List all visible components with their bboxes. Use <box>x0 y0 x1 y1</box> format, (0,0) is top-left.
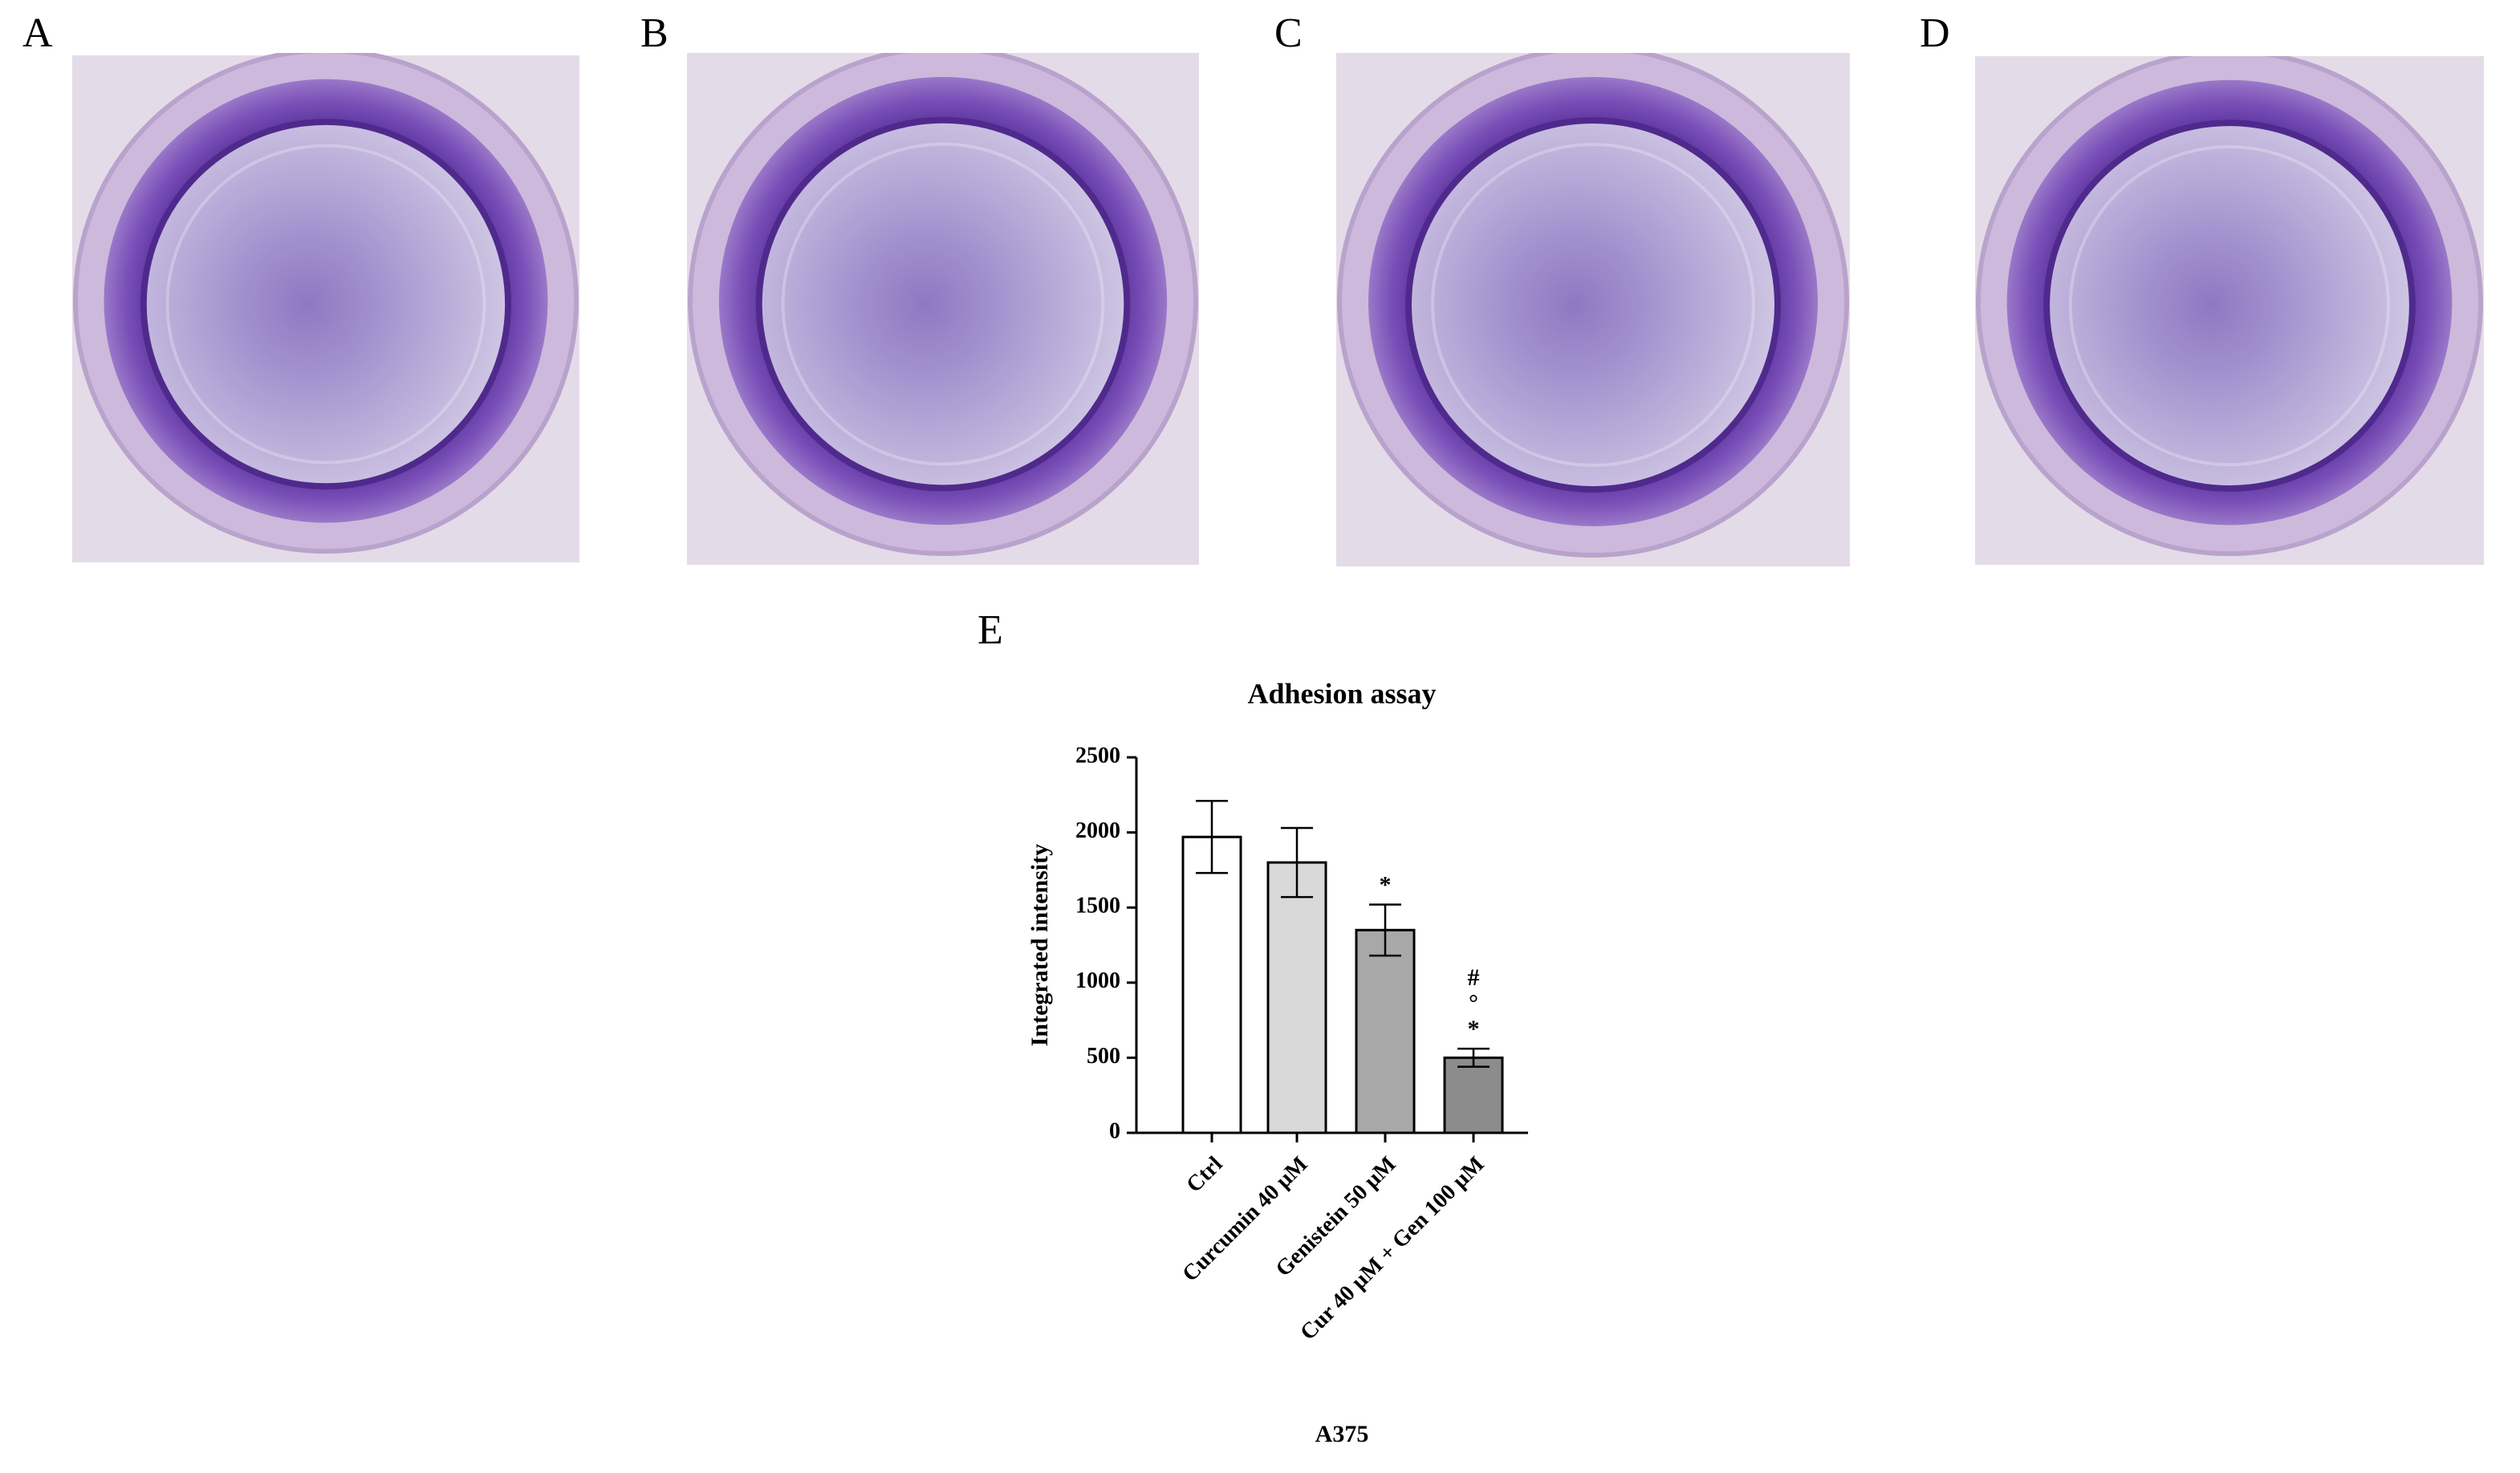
panel-label: D <box>1920 10 1950 56</box>
y-axis-label: Integrated intensity <box>1026 844 1053 1046</box>
chart-title: Adhesion assay <box>1247 677 1436 709</box>
bar <box>1355 928 1416 1134</box>
x-tick-label: Ctrl <box>1181 1151 1227 1197</box>
y-tick-label: 2500 <box>1075 743 1120 768</box>
y-tick-label: 0 <box>1109 1118 1120 1143</box>
panel-label: A <box>22 10 53 56</box>
significance-mark: * <box>1380 871 1392 898</box>
well-photo <box>1975 51 2484 565</box>
panel-label: E <box>978 607 1003 653</box>
significance-mark: * <box>1468 1016 1480 1042</box>
bar <box>1266 861 1327 1134</box>
x-tick-label: Cur 40 μM + Gen 100 μM <box>1295 1152 1489 1345</box>
y-tick-label: 1500 <box>1075 894 1120 919</box>
x-axis-label: A375 <box>1315 1421 1369 1447</box>
well-photo <box>687 48 1199 565</box>
significance-mark: ° <box>1469 990 1478 1016</box>
significance-mark: # <box>1468 964 1480 991</box>
well-photo <box>1336 48 1850 566</box>
bar <box>1181 835 1242 1134</box>
panel-label: C <box>1274 10 1303 56</box>
y-tick-label: 1000 <box>1075 968 1120 993</box>
well-photo <box>72 51 579 562</box>
y-tick-label: 500 <box>1087 1044 1120 1069</box>
panel-label: B <box>640 10 669 56</box>
y-tick-label: 2000 <box>1075 818 1120 843</box>
bar <box>1443 1056 1504 1134</box>
